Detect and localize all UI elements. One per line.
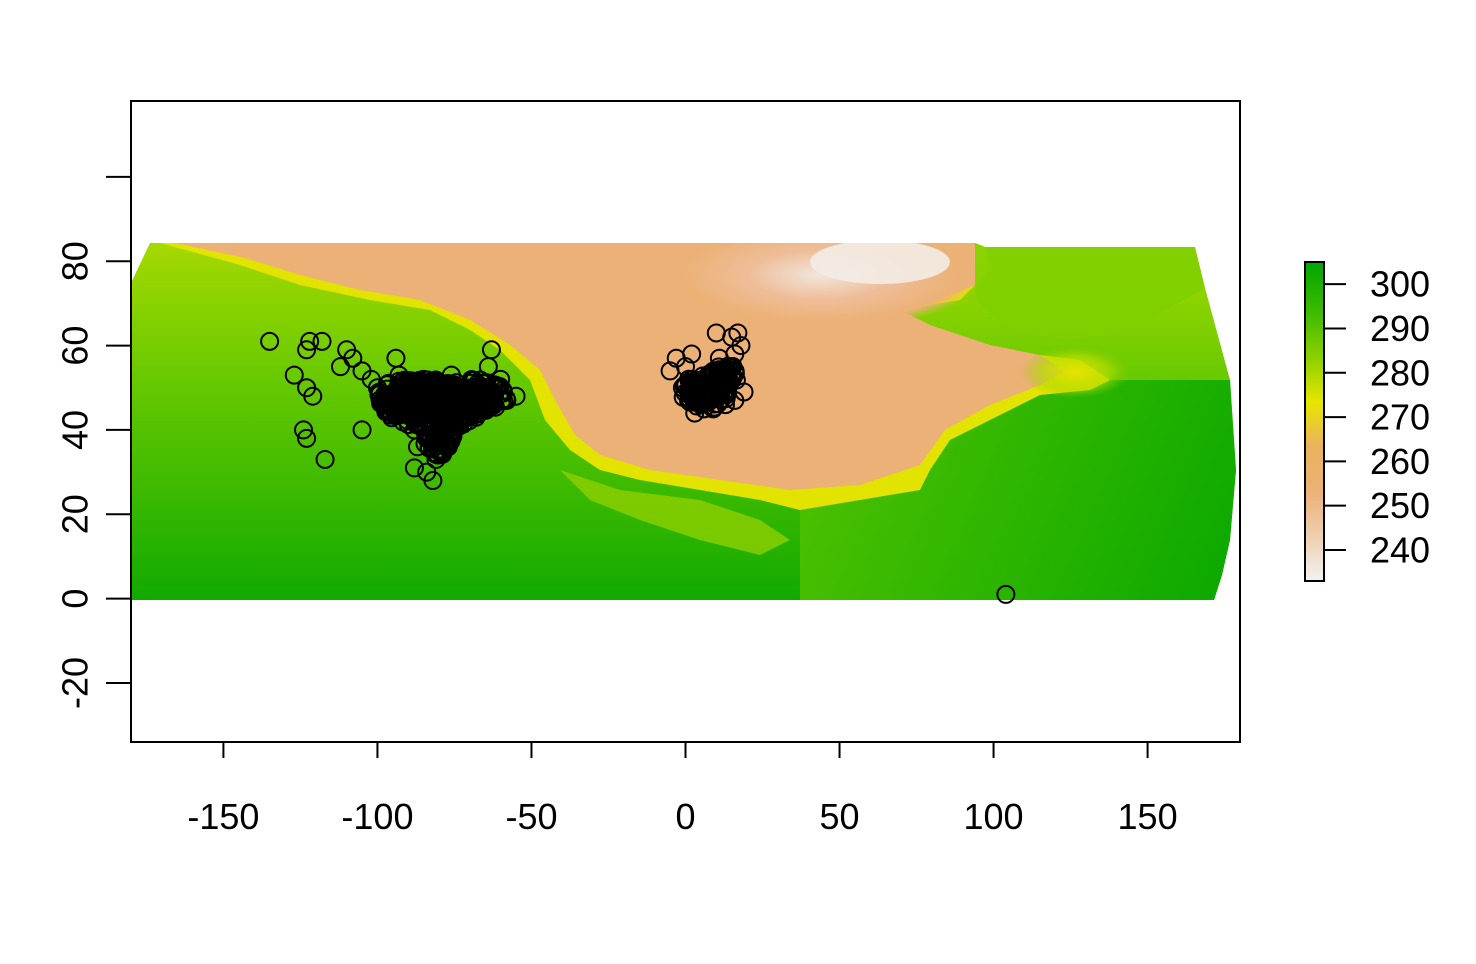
legend-tick-label: 280 xyxy=(1370,352,1430,393)
y-tick-label: 0 xyxy=(55,589,96,609)
data-point xyxy=(352,420,372,440)
data-point xyxy=(694,399,714,419)
y-tick-label: -20 xyxy=(55,657,96,709)
data-point xyxy=(722,327,742,347)
y-axis: -20 0 20 40 60 80 xyxy=(55,175,131,709)
data-point xyxy=(454,378,474,398)
data-point xyxy=(411,382,431,402)
data-point xyxy=(297,428,317,448)
data-point xyxy=(441,365,461,385)
legend-tick-label: 260 xyxy=(1370,441,1430,482)
x-tick-label: -100 xyxy=(341,796,413,837)
y-tick-label: 60 xyxy=(55,326,96,366)
data-point xyxy=(407,437,427,457)
data-point xyxy=(426,449,446,469)
y-tick-label: 80 xyxy=(55,241,96,281)
data-point xyxy=(672,378,692,398)
data-point xyxy=(429,378,449,398)
x-tick-label: -150 xyxy=(187,796,259,837)
temperature-raster xyxy=(131,243,1236,600)
data-point xyxy=(716,395,736,415)
data-point xyxy=(506,386,526,406)
data-point xyxy=(472,382,492,402)
data-point xyxy=(392,403,412,423)
data-point xyxy=(485,386,505,406)
occurrence-points xyxy=(260,323,1016,604)
data-point xyxy=(725,390,745,410)
data-point xyxy=(676,357,695,377)
y-tick-label: 20 xyxy=(55,494,96,534)
legend-tick-label: 270 xyxy=(1370,397,1430,438)
data-point xyxy=(491,369,511,389)
legend-tick-label: 300 xyxy=(1370,264,1430,305)
data-point xyxy=(377,386,397,406)
y-tick-label: 40 xyxy=(55,410,96,450)
data-point xyxy=(312,331,332,351)
data-point xyxy=(697,374,717,394)
data-point xyxy=(303,386,323,406)
data-point xyxy=(497,390,517,410)
x-tick-label: 50 xyxy=(820,796,860,837)
data-point xyxy=(703,399,723,419)
data-point xyxy=(460,395,480,415)
data-point xyxy=(330,357,350,377)
data-point xyxy=(294,420,314,440)
data-point xyxy=(300,331,320,351)
data-point xyxy=(464,398,484,418)
data-point xyxy=(996,584,1016,604)
data-point xyxy=(484,395,504,415)
data-point xyxy=(691,395,711,415)
data-point xyxy=(478,357,498,377)
data-point xyxy=(361,369,381,389)
data-point xyxy=(315,449,335,469)
data-point xyxy=(682,344,702,364)
data-point xyxy=(423,471,443,491)
legend-tick-label: 250 xyxy=(1370,485,1430,526)
legend-tick-label: 290 xyxy=(1370,308,1430,349)
data-point xyxy=(679,390,699,410)
data-point xyxy=(485,397,505,417)
x-tick-label: 100 xyxy=(964,796,1024,837)
data-point xyxy=(466,407,486,427)
x-tick-label: 150 xyxy=(1118,796,1178,837)
x-axis: -150 -100 -50 0 50 100 150 xyxy=(187,741,1178,837)
x-tick-label: -50 xyxy=(505,796,557,837)
data-point xyxy=(297,340,317,360)
legend-tick-label: 240 xyxy=(1370,529,1430,570)
data-point xyxy=(464,384,484,404)
data-point xyxy=(432,407,452,427)
data-point xyxy=(404,458,424,478)
x-tick-label: 0 xyxy=(675,796,695,837)
data-point xyxy=(260,331,280,351)
legend-colorbar xyxy=(1304,261,1325,582)
data-point xyxy=(728,323,748,343)
data-point xyxy=(284,365,304,385)
data-point xyxy=(389,365,409,385)
data-point xyxy=(438,437,458,457)
